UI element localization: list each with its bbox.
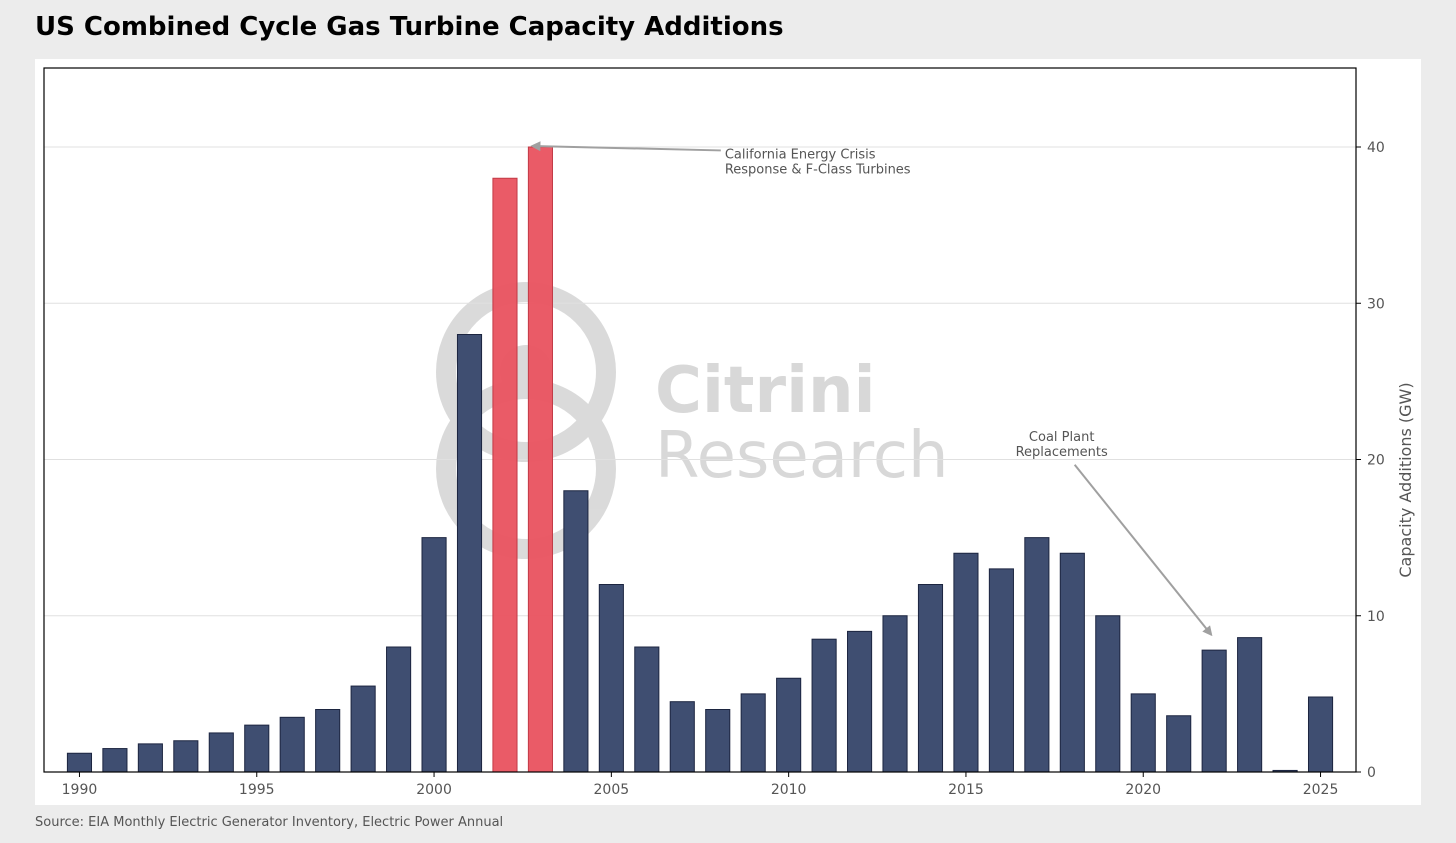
- bar-2018: [1059, 552, 1085, 773]
- y-axis-ticks: 0 10 20 30 40: [1356, 140, 1385, 781]
- bar-2003: [527, 146, 553, 773]
- bar-2002: [492, 177, 518, 773]
- bar-1992: [137, 743, 163, 773]
- bar-2006: [634, 646, 660, 773]
- x-tick-label: 2025: [1303, 782, 1339, 798]
- annotation-text-2: Replacements: [1016, 445, 1108, 460]
- x-tick-label: 2005: [594, 782, 630, 798]
- bars: [66, 146, 1334, 773]
- bar-2019: [1095, 615, 1121, 773]
- x-tick-label: 2010: [771, 782, 807, 798]
- bar-1998: [350, 685, 376, 773]
- bar-2023: [1237, 637, 1263, 773]
- bar-2013: [882, 615, 908, 773]
- bar-2008: [705, 709, 731, 773]
- source-note: Source: EIA Monthly Electric Generator I…: [35, 815, 504, 830]
- annotation-arrow-2: [1073, 464, 1213, 637]
- bar-1994: [208, 732, 234, 773]
- x-tick-label: 1990: [62, 782, 98, 798]
- bar-1997: [315, 709, 341, 773]
- y-axis-label: Capacity Additions (GW): [1396, 382, 1415, 577]
- chart-panel: Citrini Research 1990 1995 2000 2005 2010 2015…: [35, 59, 1421, 805]
- watermark-line2: Research: [655, 419, 949, 493]
- bar-1991: [102, 748, 128, 773]
- y-tick-label: 30: [1367, 296, 1385, 312]
- bar-1990: [66, 752, 93, 773]
- bar-1993: [173, 740, 199, 773]
- bar-2012: [847, 630, 873, 773]
- y-tick-label: 20: [1367, 453, 1385, 469]
- bar-2000: [421, 537, 447, 773]
- annotation-text-1: California Energy Crisis: [725, 147, 876, 162]
- bar-2021: [1166, 715, 1192, 773]
- chart-title: US Combined Cycle Gas Turbine Capacity A…: [35, 12, 784, 42]
- bar-2020: [1130, 693, 1156, 773]
- bar-2007: [669, 701, 695, 773]
- x-tick-label: 1995: [239, 782, 275, 798]
- y-tick-label: 40: [1367, 140, 1385, 156]
- bar-2025: [1307, 696, 1334, 773]
- watermark-line1: Citrini: [655, 354, 876, 428]
- bar-1999: [386, 646, 412, 773]
- annotation-text-2: Coal Plant: [1029, 430, 1095, 445]
- bar-2022: [1201, 649, 1227, 773]
- y-tick-label: 0: [1367, 765, 1376, 781]
- annotation-text-1: Response & F-Class Turbines: [725, 162, 911, 177]
- x-axis-ticks: 1990 1995 2000 2005 2010 2015 2020 2025: [62, 772, 1339, 798]
- bar-2015: [953, 552, 979, 773]
- plot-frame: [43, 67, 1357, 773]
- x-tick-label: 2000: [416, 782, 452, 798]
- bar-2014: [917, 584, 944, 773]
- bar-2001: [456, 334, 483, 773]
- x-tick-label: 2020: [1125, 782, 1161, 798]
- bar-2005: [598, 584, 624, 773]
- bar-2010: [776, 677, 802, 773]
- y-tick-label: 10: [1367, 609, 1385, 625]
- bar-2017: [1024, 537, 1050, 773]
- bar-2011: [811, 638, 837, 773]
- bar-1995: [244, 724, 270, 773]
- gridlines: [44, 146, 1356, 617]
- annotation-arrow-1: [530, 141, 721, 152]
- bar-2016: [988, 568, 1014, 773]
- bar-2004: [563, 490, 589, 773]
- bar-1996: [279, 716, 305, 773]
- bar-2009: [740, 693, 766, 773]
- x-tick-label: 2015: [948, 782, 984, 798]
